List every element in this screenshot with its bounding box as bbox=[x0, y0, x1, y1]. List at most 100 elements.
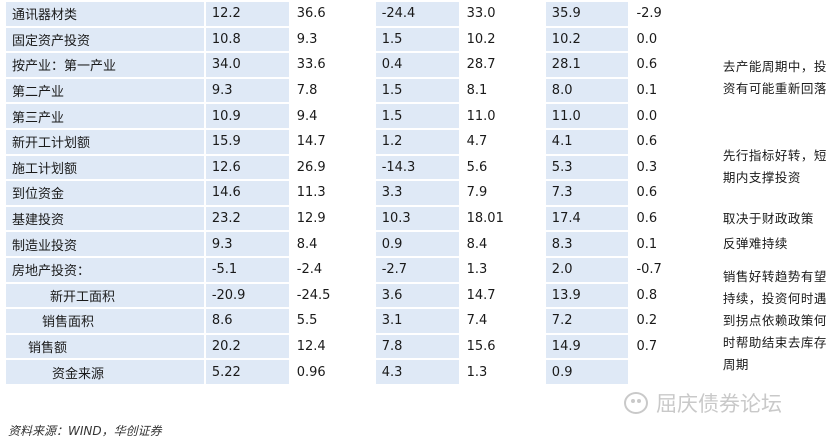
note-manufacturing: 反弹难持续 bbox=[714, 232, 837, 256]
cell: 8.4 bbox=[290, 232, 374, 256]
cell: 12.2 bbox=[205, 2, 289, 26]
table-row: 第三产业 10.9 9.4 1.5 11.0 11.0 0.0 bbox=[6, 104, 837, 128]
cell: 0.4 bbox=[375, 53, 459, 77]
cell: 9.3 bbox=[290, 27, 374, 52]
note-capacity: 去产能周期中，投资有可能重新回落 bbox=[714, 27, 837, 128]
cell: -2.7 bbox=[375, 257, 459, 282]
cell: 35.9 bbox=[545, 2, 629, 26]
cell: -24.5 bbox=[290, 283, 374, 308]
table-row: 固定资产投资 10.8 9.3 1.5 10.2 10.2 0.0 去产能周期中… bbox=[6, 27, 837, 128]
note-realestate: 销售好转趋势有望持续，投资何时遇到拐点依赖政策何时帮助结束去库存周期 bbox=[714, 257, 837, 384]
cell: 10.3 bbox=[375, 206, 459, 231]
row-label: 新开工计划额 bbox=[6, 129, 204, 154]
cell: 1.3 bbox=[460, 257, 544, 282]
cell: 2.0 bbox=[545, 257, 629, 282]
cell: 7.3 bbox=[545, 181, 629, 205]
row-label: 固定资产投资 bbox=[6, 27, 204, 52]
cell: 8.3 bbox=[545, 232, 629, 256]
cell: -14.3 bbox=[375, 155, 459, 180]
cell: 8.6 bbox=[205, 309, 289, 333]
table-row: 基建投资 23.2 12.9 10.3 18.01 17.4 0.6 取决于财政… bbox=[6, 206, 837, 231]
cell: 33.0 bbox=[460, 2, 544, 26]
row-label: 制造业投资 bbox=[6, 232, 204, 256]
cell: 3.1 bbox=[375, 309, 459, 333]
cell: 4.7 bbox=[460, 129, 544, 154]
cell: 0.96 bbox=[290, 360, 374, 384]
cell: 1.5 bbox=[375, 78, 459, 103]
row-label: 第二产业 bbox=[6, 78, 204, 103]
cell: 1.2 bbox=[375, 129, 459, 154]
table-row: 制造业投资 9.3 8.4 0.9 8.4 8.3 0.1 反弹难持续 bbox=[6, 232, 837, 256]
cell: 14.9 bbox=[545, 334, 629, 359]
cell: 0.9 bbox=[545, 360, 629, 384]
note-leading: 先行指标好转，短期内支撑投资 bbox=[714, 129, 837, 205]
cell: 7.9 bbox=[460, 181, 544, 205]
cell: 20.2 bbox=[205, 334, 289, 359]
cell: 7.4 bbox=[460, 309, 544, 333]
cell: 9.4 bbox=[290, 104, 374, 128]
cell: 15.6 bbox=[460, 334, 544, 359]
table-row: 新开工计划额 15.9 14.7 1.2 4.7 4.1 0.6 先行指标好转，… bbox=[6, 129, 837, 205]
cell: -0.7 bbox=[630, 257, 713, 282]
cell: 0.0 bbox=[630, 27, 713, 52]
note-infra: 取决于财政政策 bbox=[714, 206, 837, 231]
cell: 10.2 bbox=[460, 27, 544, 52]
watermark: 屈庆债券论坛 bbox=[624, 388, 782, 418]
table-row: 通讯器材类 12.2 36.6 -24.4 33.0 35.9 -2.9 bbox=[6, 2, 837, 26]
cell: 5.22 bbox=[205, 360, 289, 384]
table-row: 第二产业 9.3 7.8 1.5 8.1 8.0 0.1 bbox=[6, 78, 837, 103]
table-row: 新开工面积 -20.9 -24.5 3.6 14.7 13.9 0.8 bbox=[6, 283, 837, 308]
cell: 10.9 bbox=[205, 104, 289, 128]
row-label: 房地产投资： bbox=[6, 257, 204, 282]
cell: 4.3 bbox=[375, 360, 459, 384]
cell: 7.8 bbox=[375, 334, 459, 359]
cell: 0.7 bbox=[630, 334, 713, 359]
row-label: 新开工面积 bbox=[6, 283, 204, 308]
row-label: 基建投资 bbox=[6, 206, 204, 231]
cell: 18.01 bbox=[460, 206, 544, 231]
cell: -2.9 bbox=[630, 2, 713, 26]
row-label: 资金来源 bbox=[6, 360, 204, 384]
cell: 7.2 bbox=[545, 309, 629, 333]
cell: 0.1 bbox=[630, 78, 713, 103]
cell: -5.1 bbox=[205, 257, 289, 282]
table-row: 资金来源 5.22 0.96 4.3 1.3 0.9 bbox=[6, 360, 837, 384]
table-row: 销售面积 8.6 5.5 3.1 7.4 7.2 0.2 bbox=[6, 309, 837, 333]
cell: 0.9 bbox=[375, 232, 459, 256]
cell: 11.0 bbox=[460, 104, 544, 128]
cell: 0.1 bbox=[630, 232, 713, 256]
watermark-text: 屈庆债券论坛 bbox=[656, 392, 782, 416]
source-note: 资料来源：WIND，华创证券 bbox=[8, 424, 162, 438]
cell: 8.1 bbox=[460, 78, 544, 103]
cell: 28.7 bbox=[460, 53, 544, 77]
cell: -2.4 bbox=[290, 257, 374, 282]
row-label: 按产业：第一产业 bbox=[6, 53, 204, 77]
cell: 36.6 bbox=[290, 2, 374, 26]
cell: 8.4 bbox=[460, 232, 544, 256]
table-row: 到位资金 14.6 11.3 3.3 7.9 7.3 0.6 bbox=[6, 181, 837, 205]
cell: 34.0 bbox=[205, 53, 289, 77]
cell: 5.3 bbox=[545, 155, 629, 180]
cell: 17.4 bbox=[545, 206, 629, 231]
cell: 0.6 bbox=[630, 206, 713, 231]
cell bbox=[630, 360, 713, 384]
cell: 33.6 bbox=[290, 53, 374, 77]
cell: 5.5 bbox=[290, 309, 374, 333]
row-label: 第三产业 bbox=[6, 104, 204, 128]
cell: 28.1 bbox=[545, 53, 629, 77]
cell: 9.3 bbox=[205, 78, 289, 103]
cell: 15.9 bbox=[205, 129, 289, 154]
cell: 7.8 bbox=[290, 78, 374, 103]
cell: 5.6 bbox=[460, 155, 544, 180]
table-row: 施工计划额 12.6 26.9 -14.3 5.6 5.3 0.3 bbox=[6, 155, 837, 180]
table-row: 房地产投资： -5.1 -2.4 -2.7 1.3 2.0 -0.7 销售好转趋… bbox=[6, 257, 837, 384]
note-cell bbox=[714, 2, 837, 26]
cell: 26.9 bbox=[290, 155, 374, 180]
cell: 9.3 bbox=[205, 232, 289, 256]
cell: 0.6 bbox=[630, 129, 713, 154]
cell: 0.8 bbox=[630, 283, 713, 308]
cell: 1.5 bbox=[375, 104, 459, 128]
cell: 11.0 bbox=[545, 104, 629, 128]
cell: 3.6 bbox=[375, 283, 459, 308]
cell: 0.0 bbox=[630, 104, 713, 128]
